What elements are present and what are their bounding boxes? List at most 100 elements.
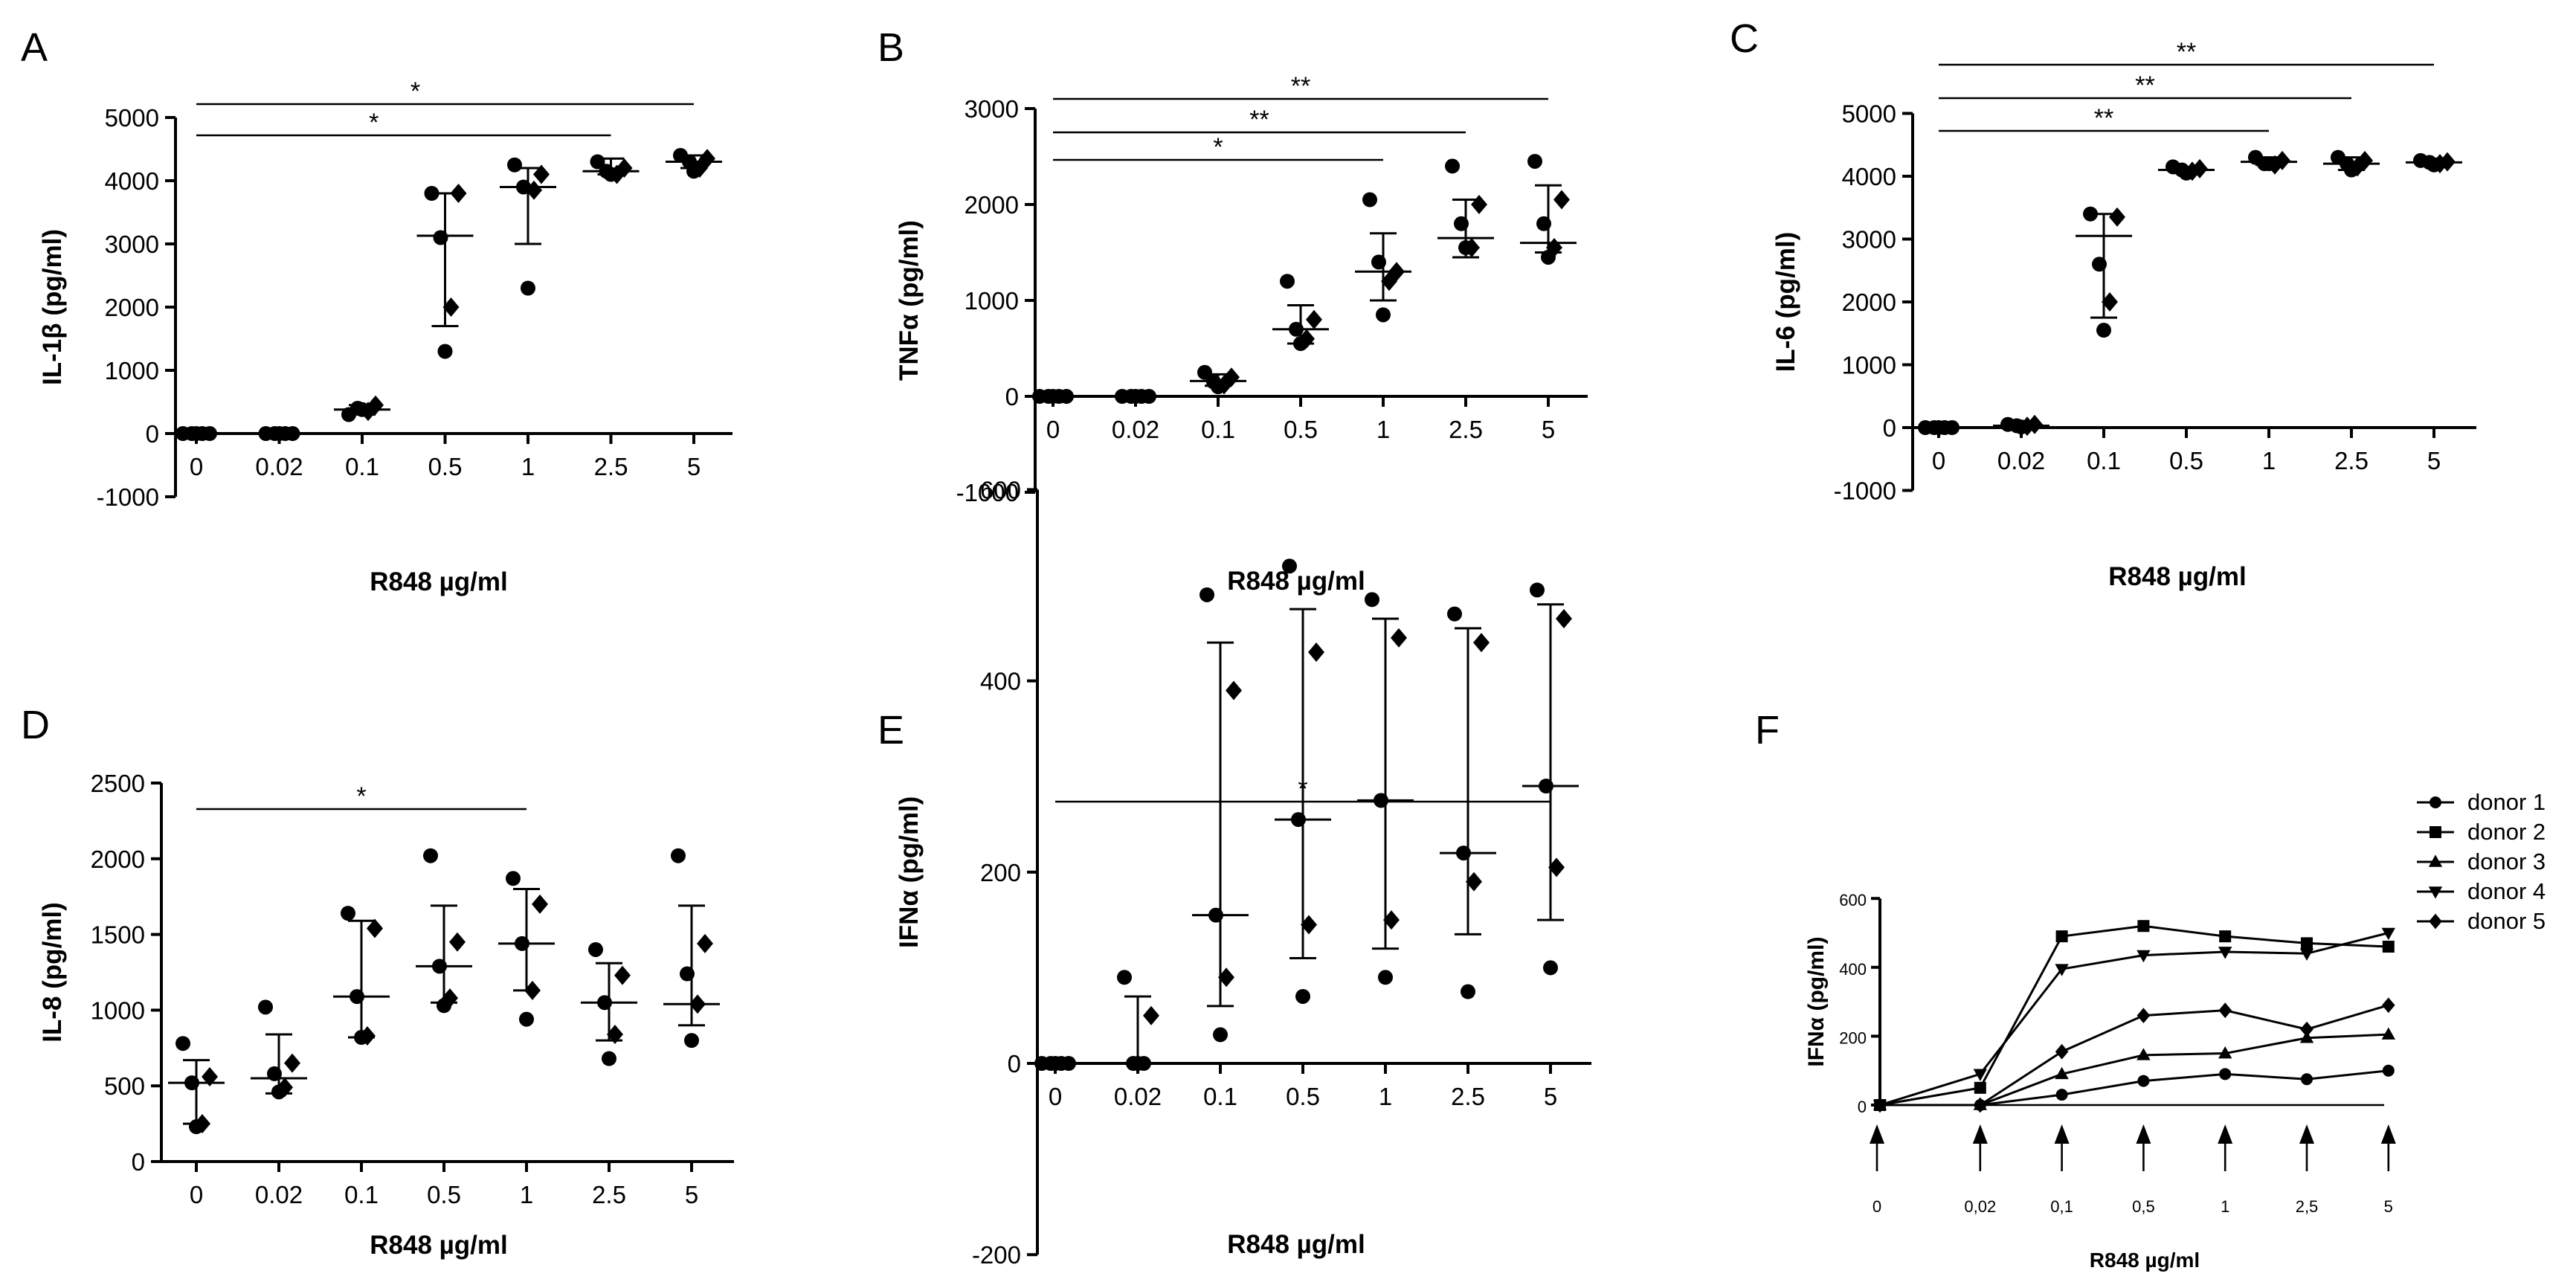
data-point [1282,558,1297,574]
legend-label: donor 2 [2467,819,2546,845]
data-point [1556,609,1572,629]
data-point [442,297,460,317]
arrow-head [1972,1124,1988,1144]
x-tick-label: 5 [2384,1197,2393,1216]
group-0 [168,1036,225,1135]
group-6 [2406,152,2462,174]
y-tick-label: 500 [104,1072,145,1100]
y-axis-title: TNFα (pg/ml) [895,220,924,381]
significance-label: ** [1291,72,1310,100]
group-2 [334,395,390,422]
group-1 [251,426,308,441]
data-point [1218,967,1234,988]
data-point [2219,930,2232,943]
legend-item: donor 3 [2417,848,2546,875]
data-point [189,1119,204,1135]
arrow-head [2380,1124,2396,1144]
data-point [437,344,453,359]
data-point [1197,364,1212,380]
group-5 [1440,606,1496,999]
data-point [1473,633,1490,653]
data-point [521,280,535,296]
group-3 [416,184,474,359]
legend-label: donor 5 [2467,908,2546,934]
y-tick-label: 2000 [105,294,159,321]
data-point [2055,1089,2068,1101]
data-point [524,980,541,1000]
data-point [341,906,355,921]
group-4 [2241,149,2297,175]
data-point [1289,321,1304,337]
data-point [2427,157,2441,173]
data-point [2137,1008,2151,1024]
data-point [2014,419,2029,435]
panel-c: C -1000 0 1000 2000 3000 4000 5000 0 0.02 0.1 0.5 1 2… [1730,16,2476,591]
group-1 [251,999,307,1100]
panel-e: E -200 0 200 400 600 0 0.02 0.1 0.5 1 2.5 5 IFNα (pg/… [878,476,1591,1269]
y-tick-label: 0 [1883,414,1896,442]
x-tick-label: 0.1 [2087,447,2121,474]
significance-label: * [1213,133,1223,161]
data-point [1548,857,1565,877]
significance-label: * [356,782,366,811]
data-point [588,941,603,957]
data-point [1213,1027,1228,1043]
data-point [267,1066,282,1081]
data-point [1371,254,1386,270]
x-tick-label: 1 [1379,1083,1392,1110]
x-tick-label: 2,5 [2296,1197,2319,1216]
group-2 [333,906,390,1046]
legend-marker [2429,913,2442,930]
x-tick-label: 0 [1046,416,1060,443]
group-0 [168,426,225,441]
y-tick-label: 0 [132,1148,145,1176]
x-tick-label: 0.02 [1997,447,2045,474]
legend-label: donor 4 [2467,878,2546,904]
group-2 [1190,364,1246,395]
significance-label: ** [2177,38,2196,66]
significance-label: * [369,109,379,137]
y-tick-label: 1500 [91,921,145,949]
group-4 [1355,192,1411,323]
group-2 [1192,587,1249,1043]
x-tick-label: 2.5 [2334,447,2369,474]
data-point [1374,793,1388,808]
significance-label: ** [2135,71,2154,100]
y-axis-title: IL-6 (pg/ml) [1771,232,1800,373]
group-5 [2323,149,2380,178]
data-point [526,180,542,200]
data-point [1543,960,1558,976]
data-point [1291,812,1306,828]
data-point [1447,606,1462,622]
data-point [506,871,521,886]
x-tick-label: 1 [2262,447,2276,474]
data-point [202,1066,218,1086]
data-point [355,402,370,417]
x-axis-title: R848 µg/ml [1227,567,1365,596]
data-point [433,230,448,245]
y-axis-title: IFNα (pg/ml) [895,796,924,948]
data-point [614,965,631,985]
data-point [367,918,383,938]
data-point [519,1011,534,1027]
data-point [1381,271,1397,292]
group-4 [498,871,555,1027]
data-point [1295,988,1310,1004]
data-point [697,933,713,953]
y-tick-label: 200 [980,859,1021,886]
y-axis-title: IL-8 (pg/ml) [38,902,67,1043]
data-point [1456,846,1471,861]
group-6 [666,148,722,179]
group-0 [1027,1056,1083,1071]
panel-letter: A [21,25,48,70]
data-point [507,157,522,173]
x-tick-label: 2.5 [1449,416,1483,443]
y-tick-label: 400 [1839,960,1867,979]
y-tick-label: -1000 [97,483,159,511]
data-point [1226,680,1242,701]
group-5 [582,154,640,184]
data-point [1376,307,1391,323]
significance-label: * [410,77,420,106]
data-point [1301,915,1317,935]
data-point [1048,1056,1063,1071]
